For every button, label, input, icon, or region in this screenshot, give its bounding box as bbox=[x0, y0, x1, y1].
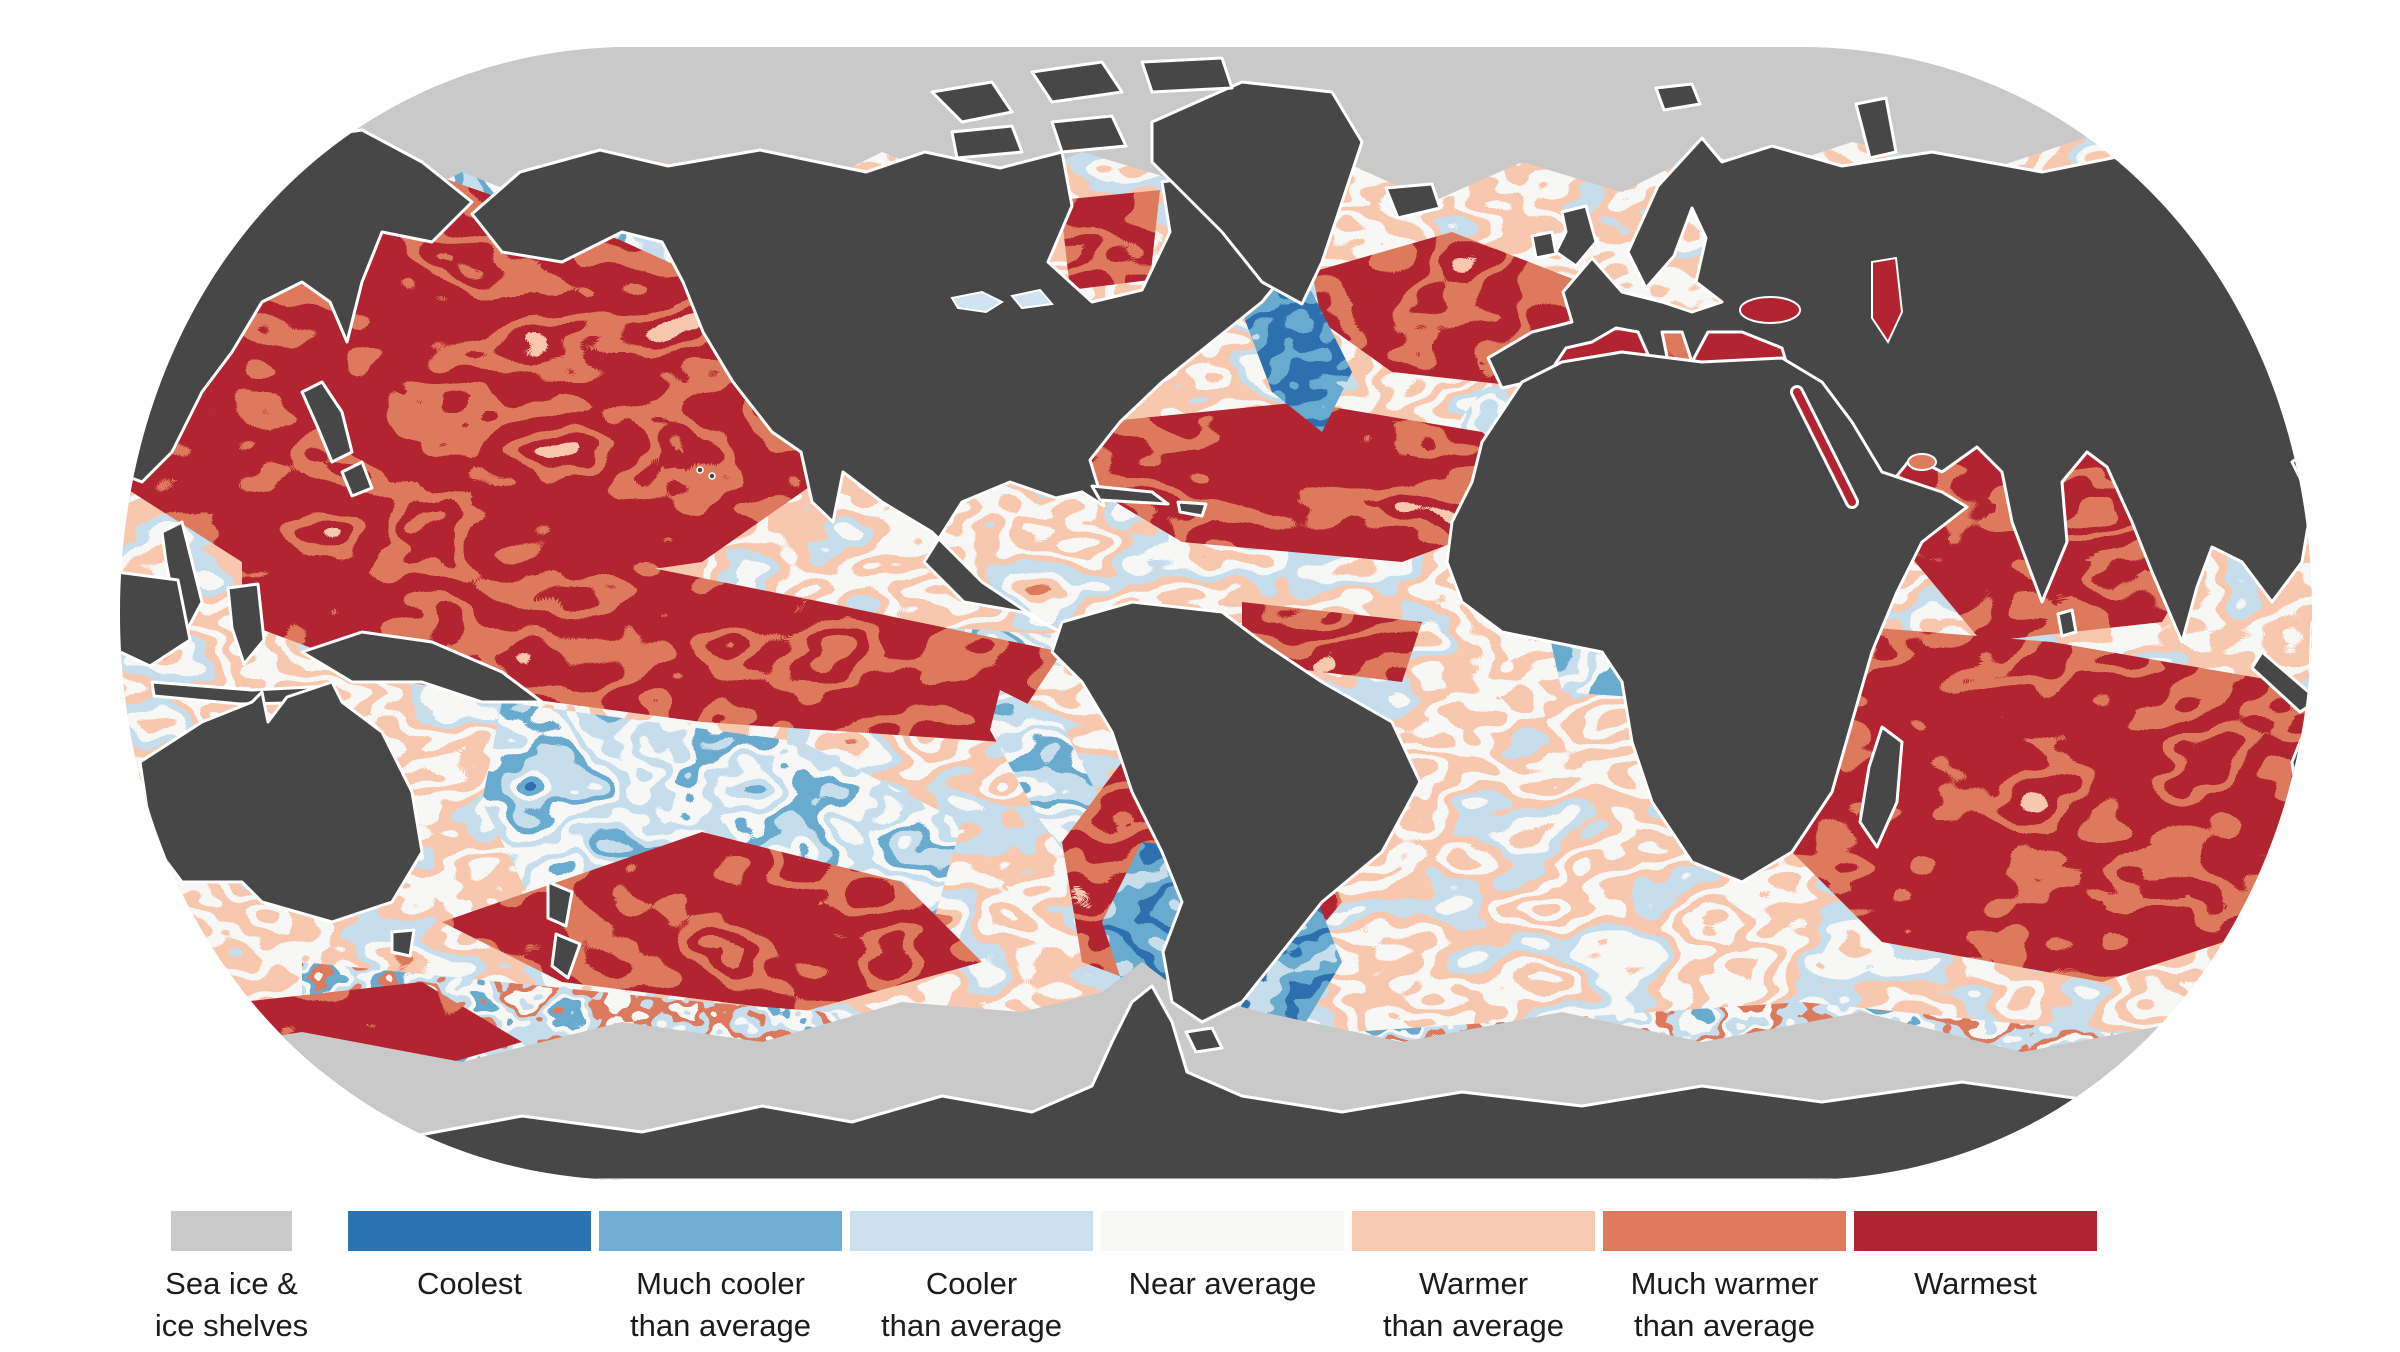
hot-patch-caribbean bbox=[1082, 402, 1562, 562]
legend-item-cooler: Cooler than average bbox=[850, 1211, 1093, 1347]
legend-item-much-warmer: Much warmer than average bbox=[1603, 1211, 1846, 1347]
island-borneo-fragment bbox=[120, 570, 192, 668]
legend-label-line: Much cooler bbox=[636, 1266, 805, 1301]
island-victoria bbox=[1030, 60, 1124, 104]
great-lakes-west bbox=[950, 290, 1005, 314]
legend-label-much-cooler: Much cooler than average bbox=[630, 1263, 811, 1347]
legend-label-line: ice shelves bbox=[154, 1308, 309, 1343]
black-sea bbox=[1739, 296, 1801, 324]
legend-item-much-cooler: Much cooler than average bbox=[599, 1211, 842, 1347]
legend-label-line: Much warmer bbox=[1630, 1266, 1819, 1301]
legend-label-warmest: Warmest bbox=[1914, 1263, 2037, 1305]
island-tasmania bbox=[390, 928, 416, 958]
hawaii-island-1 bbox=[696, 466, 704, 474]
island-new-zealand-south bbox=[550, 932, 582, 980]
legend-item-warmer: Warmer than average bbox=[1352, 1211, 1595, 1347]
island-arctic-archipelago-2 bbox=[1050, 114, 1128, 154]
legend-swatch-cooler bbox=[850, 1211, 1093, 1251]
continent-south-america bbox=[1050, 600, 1422, 1024]
legend-label-sea-ice: Sea ice & ice shelves bbox=[155, 1263, 308, 1347]
island-novaya-zemlya bbox=[1854, 96, 1898, 160]
legend-label-line: than average bbox=[630, 1308, 811, 1343]
legend-item-sea-ice: Sea ice & ice shelves bbox=[155, 1211, 308, 1347]
island-madagascar bbox=[1858, 725, 1904, 849]
continent-eurasia bbox=[1486, 136, 2312, 644]
legend-label-coolest: Coolest bbox=[417, 1263, 522, 1305]
hot-patch-indian-ocean bbox=[1722, 622, 2312, 982]
legend-item-warmest: Warmest bbox=[1854, 1211, 2097, 1347]
legend-label-line: than average bbox=[1634, 1308, 1815, 1343]
legend-label-line: Sea ice & bbox=[165, 1266, 298, 1301]
island-hispaniola bbox=[1176, 500, 1208, 518]
legend-swatch-warmest bbox=[1854, 1211, 2097, 1251]
island-iceland bbox=[1384, 182, 1442, 220]
island-arctic-archipelago-1 bbox=[950, 124, 1024, 160]
legend-label-line: Warmest bbox=[1914, 1266, 2037, 1301]
legend-label-warmer: Warmer than average bbox=[1383, 1263, 1564, 1347]
island-cuba bbox=[1090, 484, 1170, 506]
legend-label-line: Near average bbox=[1128, 1266, 1317, 1301]
island-baffin bbox=[930, 80, 1014, 124]
hawaii-island-2 bbox=[708, 472, 716, 480]
legend-swatch-much-warmer bbox=[1603, 1211, 1846, 1251]
great-lakes-east bbox=[1010, 288, 1054, 310]
legend-label-line: Cooler bbox=[925, 1266, 1018, 1301]
legend-swatch-much-cooler bbox=[599, 1211, 842, 1251]
legend: Sea ice & ice shelves Coolest Much coole… bbox=[155, 1211, 2097, 1347]
continent-australia-east bbox=[138, 680, 424, 924]
island-svalbard bbox=[1654, 82, 1702, 112]
hot-patch-south-pacific bbox=[442, 832, 982, 1012]
island-borneo-east bbox=[2308, 620, 2312, 694]
island-philippines bbox=[160, 520, 204, 634]
island-sri-lanka bbox=[2056, 608, 2078, 638]
legend-label-line: Coolest bbox=[416, 1266, 523, 1301]
legend-label-line: Warmer bbox=[1418, 1266, 1529, 1301]
legend-label-near-average: Near average bbox=[1129, 1263, 1317, 1305]
legend-item-coolest: Coolest bbox=[348, 1211, 591, 1347]
legend-label-much-warmer: Much warmer than average bbox=[1631, 1263, 1819, 1347]
island-ellesmere bbox=[1140, 56, 1234, 94]
legend-swatch-warmer bbox=[1352, 1211, 1595, 1251]
legend-swatch-sea-ice bbox=[171, 1211, 292, 1251]
continent-greenland bbox=[1150, 80, 1364, 306]
island-japan bbox=[300, 380, 354, 464]
legend-item-near-average: Near average bbox=[1101, 1211, 1344, 1347]
island-great-britain bbox=[1554, 204, 1598, 268]
legend-label-cooler: Cooler than average bbox=[881, 1263, 1062, 1347]
island-sulawesi bbox=[226, 582, 266, 666]
legend-swatch-coolest bbox=[348, 1211, 591, 1251]
hot-patch-equatorial-pacific bbox=[242, 542, 1062, 742]
legend-label-line: than average bbox=[1383, 1308, 1564, 1343]
legend-swatch-near-average bbox=[1101, 1211, 1344, 1251]
hot-patch-hudson-bay bbox=[1060, 190, 1160, 290]
red-sea bbox=[1793, 388, 1856, 506]
island-sumatra bbox=[2250, 650, 2312, 714]
island-new-guinea bbox=[300, 630, 544, 704]
island-japan-south bbox=[340, 460, 374, 498]
island-tierra-del-fuego bbox=[1184, 1026, 1224, 1054]
caspian-sea bbox=[1871, 256, 1904, 345]
island-new-zealand-north bbox=[546, 880, 574, 928]
inland-waters bbox=[696, 256, 1937, 509]
legend-label-line: than average bbox=[881, 1308, 1062, 1343]
persian-gulf bbox=[1907, 453, 1937, 471]
island-ireland bbox=[1530, 230, 1558, 260]
